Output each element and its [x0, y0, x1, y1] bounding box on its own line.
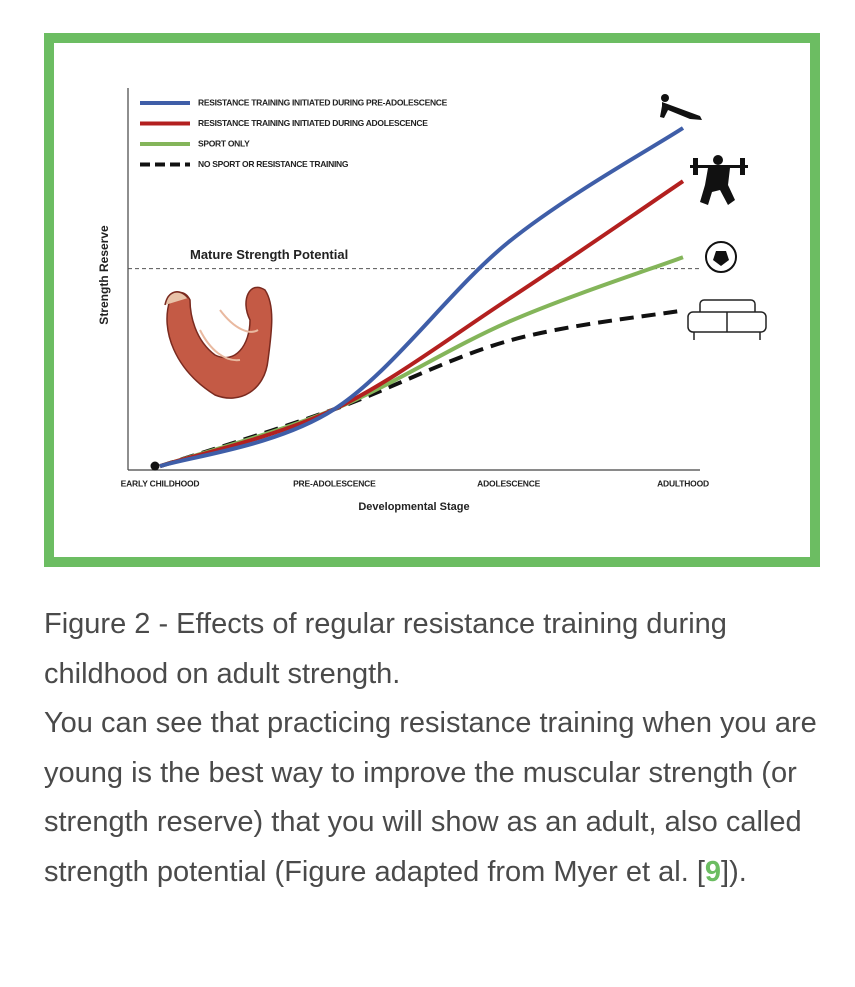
- series-line: [159, 126, 685, 469]
- x-tick-label: ADULTHOOD: [657, 478, 709, 488]
- caption-text: You can see that practicing resistance t…: [44, 699, 844, 897]
- start-dot: [150, 461, 160, 471]
- squat-icon: [690, 155, 748, 205]
- x-tick-label: EARLY CHILDHOOD: [121, 478, 200, 488]
- y-axis-label: Strength Reserve: [97, 225, 111, 325]
- chart: Strength Reserve Developmental Stage Mat…: [97, 88, 767, 513]
- legend-label: RESISTANCE TRAINING INITIATED DURING ADO…: [198, 118, 428, 128]
- reference-link[interactable]: 9: [704, 855, 722, 888]
- legend-label: NO SPORT OR RESISTANCE TRAINING: [198, 159, 349, 169]
- caption-title: Figure 2 - Effects of regular resistance…: [44, 608, 727, 690]
- caption-text-after: ]).: [721, 855, 747, 888]
- ball-icon: [705, 241, 737, 273]
- caption: Figure 2 - Effects of regular resistance…: [44, 600, 844, 897]
- reference-label: Mature Strength Potential: [190, 247, 348, 262]
- x-tick-label: PRE-ADOLESCENCE: [293, 478, 376, 488]
- legend-label: RESISTANCE TRAINING INITIATED DURING PRE…: [198, 97, 448, 107]
- caption-text-before: You can see that practicing resistance t…: [44, 707, 817, 888]
- series-line: [159, 308, 684, 469]
- series-line: [159, 179, 685, 469]
- legend-label: SPORT ONLY: [198, 138, 250, 148]
- x-axis-label: Developmental Stage: [358, 501, 469, 513]
- arm-illustration: [164, 286, 273, 399]
- sofa-icon: [687, 299, 767, 340]
- x-tick-label: ADOLESCENCE: [477, 478, 541, 488]
- pushup-icon: [660, 94, 702, 120]
